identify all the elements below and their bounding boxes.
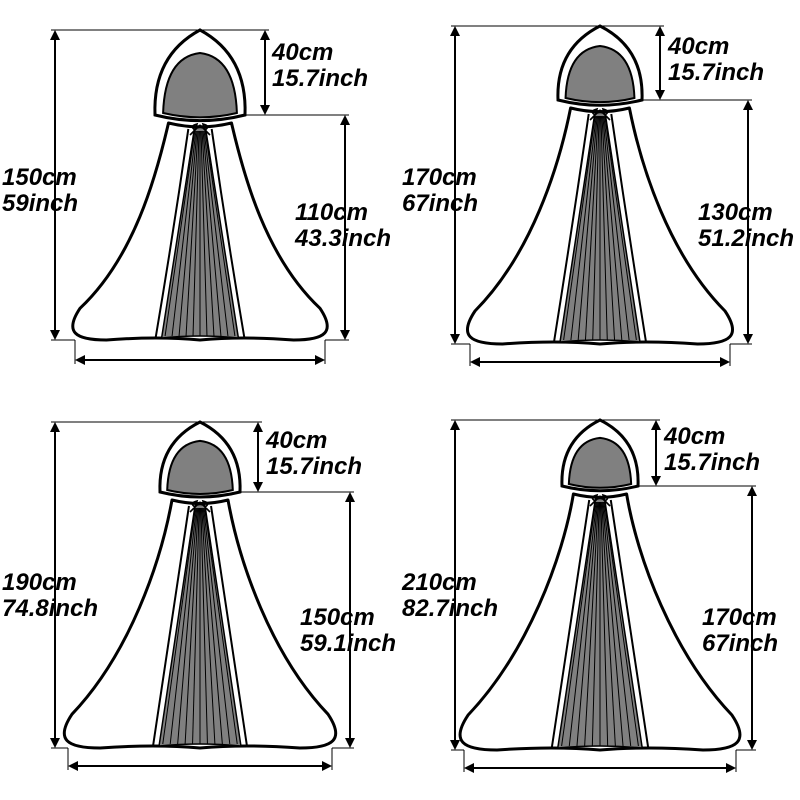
panel-3: 210cm82.7inch 40cm15.7inch 170cm67inch <box>400 400 800 800</box>
body-label: 150cm59.1inch <box>300 605 396 658</box>
total-label: 150cm59inch <box>2 165 78 218</box>
size-chart-grid: 150cm59inch 40cm15.7inch 110cm43.3inch <box>0 0 800 800</box>
body-label: 110cm43.3inch <box>295 200 391 253</box>
panel-1: 170cm67inch 40cm15.7inch 130cm51.2inch <box>400 0 800 400</box>
hood-label: 40cm15.7inch <box>664 424 760 477</box>
panel-0: 150cm59inch 40cm15.7inch 110cm43.3inch <box>0 0 400 400</box>
hood-label: 40cm15.7inch <box>266 428 362 481</box>
hood-label: 40cm15.7inch <box>272 40 368 93</box>
body-label: 170cm67inch <box>702 605 778 658</box>
body-label: 130cm51.2inch <box>698 200 794 253</box>
panel-2: 190cm74.8inch 40cm15.7inch 150cm59.1inch <box>0 400 400 800</box>
total-label: 170cm67inch <box>402 165 478 218</box>
total-label: 190cm74.8inch <box>2 570 98 623</box>
total-label: 210cm82.7inch <box>402 570 498 623</box>
hood-label: 40cm15.7inch <box>668 34 764 87</box>
